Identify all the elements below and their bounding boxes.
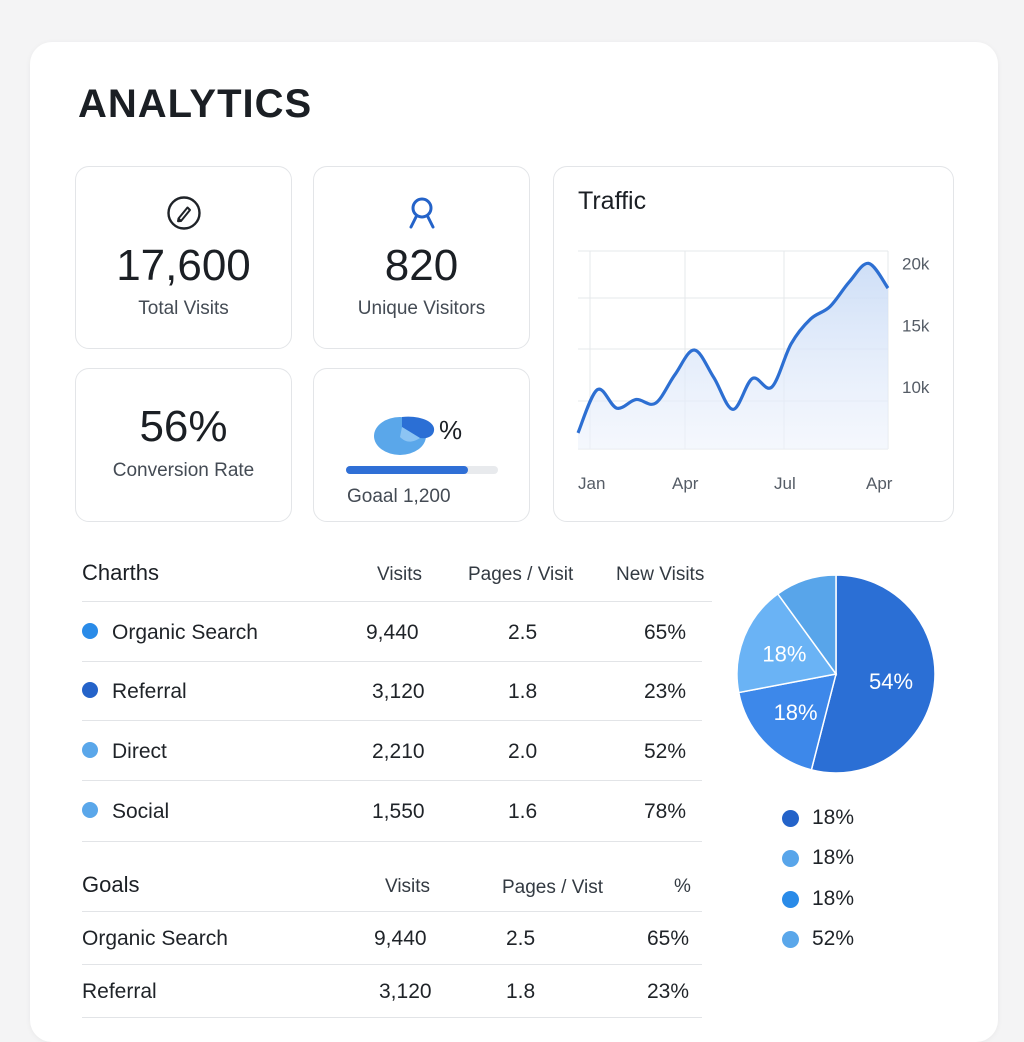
table-row[interactable]: Organic Search 9,440 2.5 65% (82, 621, 712, 644)
goal-row-pct: 23% (647, 980, 690, 1003)
channels-title: Charths (82, 560, 160, 585)
pie-slice (736, 592, 838, 694)
y-tick-label: 10k (902, 378, 930, 397)
pie-slice-label: 18% (762, 642, 806, 667)
channel-new: 65% (644, 621, 687, 644)
divider (82, 601, 712, 602)
channel-new: 78% (644, 800, 687, 823)
legend-label: 18% (812, 806, 855, 829)
goal-row-pct: 65% (647, 927, 690, 950)
divider (82, 720, 702, 721)
channel-name: Direct (112, 740, 167, 763)
pie-slice (810, 574, 936, 774)
unique-visitors-value: 820 (384, 241, 459, 290)
goal-row-visits: 3,120 (379, 980, 432, 1003)
divider (82, 841, 702, 842)
pie-slice (737, 673, 838, 771)
channel-pages: 2.0 (508, 740, 538, 763)
channel-visits: 3,120 (372, 680, 425, 703)
pie-slice-label: 54% (869, 669, 913, 694)
table-row[interactable]: Referral 3,120 1.8 23% (82, 980, 712, 1003)
total-visits-value: 17,600 (116, 241, 251, 290)
traffic-tile: Traffic 20k 15k 10k Jan Apr Jul Apr (553, 166, 954, 522)
table-row[interactable]: Organic Search 9,440 2.5 65% (82, 927, 712, 950)
divider (82, 911, 702, 912)
goal-row-pages: 2.5 (506, 927, 536, 950)
traffic-area (578, 263, 888, 449)
divider (82, 964, 702, 965)
channel-name: Referral (112, 680, 187, 703)
channels-col-visits: Visits (377, 564, 423, 585)
channel-pages: 1.8 (508, 680, 538, 703)
conversion-rate-label: Conversion Rate (112, 460, 255, 481)
y-tick-label: 15k (902, 316, 930, 335)
goal-row-name: Referral (82, 980, 157, 1003)
channels-col-new: New Visits (616, 564, 705, 585)
goal-label: Goaal 1,200 (347, 486, 451, 507)
divider (82, 661, 702, 662)
traffic-title: Traffic (578, 187, 647, 215)
traffic-pie-chart: 54% 18% 18% (736, 574, 936, 774)
channel-dot (82, 742, 98, 758)
goals-col-pages: Pages / Vist (502, 877, 604, 898)
total-visits-tile[interactable]: 17,600 Total Visits (75, 166, 292, 349)
goal-row-visits: 9,440 (374, 927, 427, 950)
goal-tile[interactable]: % Goaal 1,200 (313, 368, 530, 522)
table-row[interactable]: Social 1,550 1.6 78% (82, 800, 712, 823)
goal-progress-fill (346, 466, 468, 474)
goal-symbol: % (439, 415, 463, 445)
channel-pages: 2.5 (508, 621, 538, 644)
channel-visits: 2,210 (372, 740, 425, 763)
channel-visits: 1,550 (372, 800, 425, 823)
channel-visits: 9,440 (366, 621, 419, 644)
legend-dot (782, 810, 799, 827)
channels-col-pages: Pages / Visit (468, 564, 574, 585)
channels-header: Charths Visits Pages / Visit New Visits (82, 560, 712, 585)
page-title: ANALYTICS (78, 82, 313, 126)
legend-dot (782, 931, 799, 948)
legend-dot (782, 891, 799, 908)
goal-progress-bar (346, 466, 498, 474)
legend-label: 18% (812, 846, 855, 869)
pie-slice (776, 574, 837, 677)
traffic-line (576, 261, 890, 434)
channel-dot (82, 682, 98, 698)
goal-row-name: Organic Search (82, 927, 228, 950)
table-row[interactable]: Direct 2,210 2.0 52% (82, 740, 712, 763)
goals-header: Goals Visits Pages / Vist % (82, 872, 712, 898)
x-tick-label: Apr (866, 474, 893, 493)
traffic-chart: 20k 15k 10k Jan Apr Jul Apr (576, 250, 930, 493)
x-tick-label: Jan (578, 474, 605, 493)
divider (82, 780, 702, 781)
channel-pages: 1.6 (508, 800, 538, 823)
channel-new: 23% (644, 680, 687, 703)
pie-blob-icon (374, 416, 435, 455)
pencil-circle-icon (166, 196, 201, 230)
conversion-rate-value: 56% (139, 402, 228, 451)
total-visits-label: Total Visits (138, 298, 229, 319)
x-tick-label: Apr (672, 474, 699, 493)
channel-name: Organic Search (112, 621, 258, 644)
x-tick-label: Jul (774, 474, 796, 493)
unique-visitors-label: Unique Visitors (357, 298, 486, 319)
pie-slice-label: 18% (774, 700, 818, 725)
legend-label: 18% (812, 887, 855, 910)
channel-new: 52% (644, 740, 687, 763)
y-tick-label: 20k (902, 254, 930, 273)
table-row[interactable]: Referral 3,120 1.8 23% (82, 680, 712, 703)
conversion-rate-tile[interactable]: 56% Conversion Rate (75, 368, 292, 522)
legend-label: 52% (812, 927, 855, 950)
channel-dot (82, 623, 98, 639)
legend-dot (782, 850, 799, 867)
divider (82, 1017, 702, 1018)
goals-col-visits: Visits (385, 876, 431, 897)
goal-row-pages: 1.8 (506, 980, 536, 1003)
channel-dot (82, 802, 98, 818)
goals-col-pct: % (674, 876, 691, 897)
user-icon (409, 197, 434, 229)
goals-title: Goals (82, 872, 140, 897)
channel-name: Social (112, 800, 170, 823)
unique-visitors-tile[interactable]: 820 Unique Visitors (313, 166, 530, 349)
